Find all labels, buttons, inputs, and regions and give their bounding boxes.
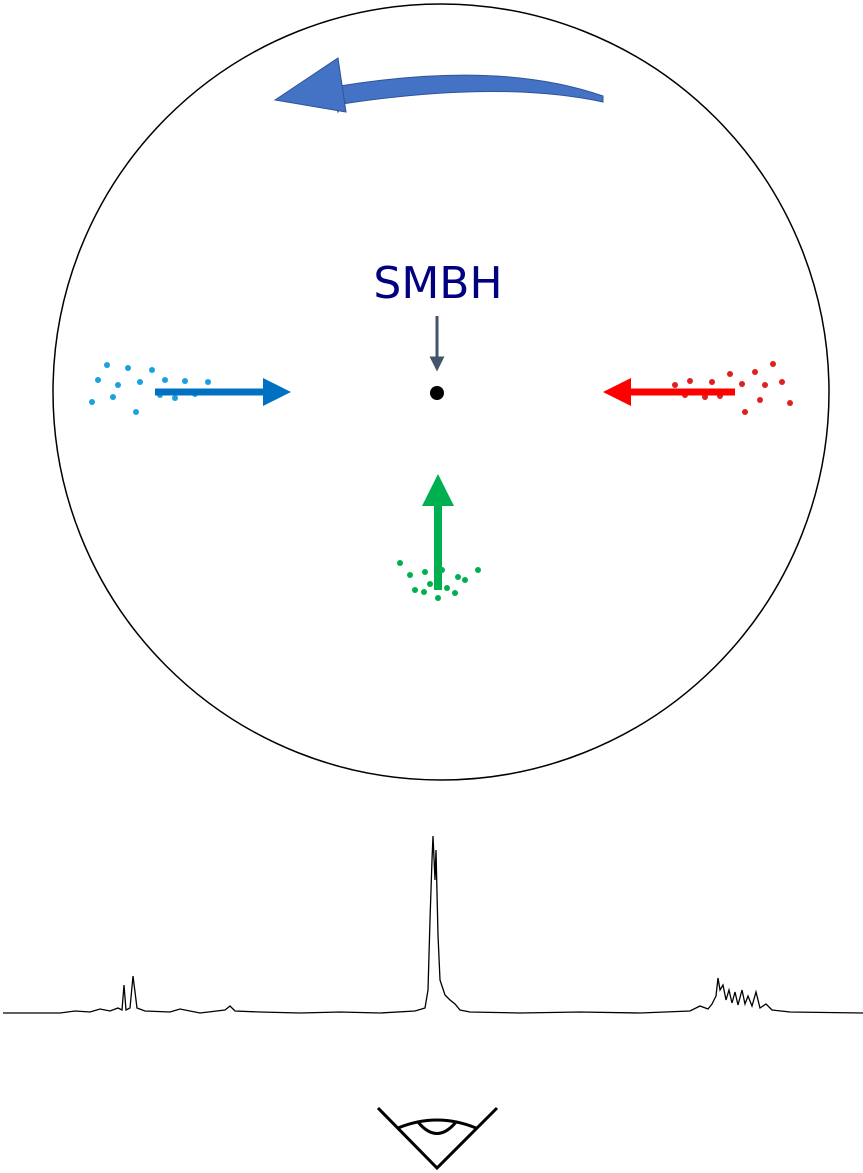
orbit-circle <box>52 3 830 781</box>
eye-icon <box>376 1106 499 1171</box>
smbh-dot <box>430 386 444 400</box>
red-cloud <box>672 361 793 415</box>
rotation-arrow <box>273 57 604 114</box>
smbh-label: SMBH <box>373 258 502 309</box>
spectrum <box>3 835 863 1014</box>
